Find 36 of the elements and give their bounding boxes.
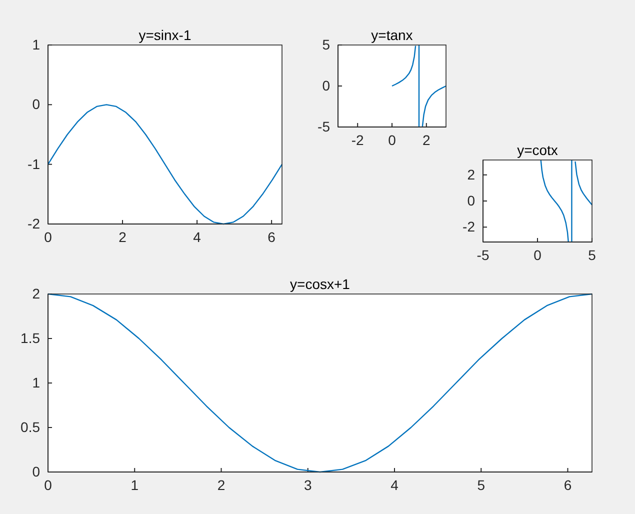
x-tick-label: 0 bbox=[534, 246, 542, 263]
y-tick-label: -2 bbox=[28, 215, 40, 232]
x-tick-label: 5 bbox=[588, 246, 596, 263]
y-tick-label: 5 bbox=[322, 36, 330, 52]
x-tick-label: 6 bbox=[268, 228, 276, 245]
x-tick-label: 3 bbox=[304, 476, 312, 493]
y-tick-label: 2 bbox=[467, 166, 476, 182]
chart-title: y=tanx bbox=[371, 27, 413, 43]
line-series bbox=[47, 293, 593, 473]
y-tick-label: 2 bbox=[32, 285, 40, 302]
x-tick-label: 4 bbox=[193, 228, 202, 245]
y-tick-label: -1 bbox=[28, 156, 40, 172]
x-tick-label: 1 bbox=[130, 476, 139, 493]
x-tick-label: 0 bbox=[388, 132, 396, 148]
y-tick-label: 0 bbox=[322, 77, 330, 94]
y-tick-label: 0 bbox=[32, 463, 40, 480]
x-tick-label: 4 bbox=[390, 476, 399, 493]
y-tick-label: -5 bbox=[318, 118, 330, 134]
y-tick-label: 1.5 bbox=[20, 330, 40, 346]
y-tick-label: 0 bbox=[32, 96, 40, 112]
y-tick-label: 1 bbox=[32, 374, 40, 390]
y-tick-label: 0.5 bbox=[20, 418, 40, 435]
chart-title: y=sinx-1 bbox=[138, 27, 192, 43]
x-tick-label: 0 bbox=[44, 228, 52, 245]
x-tick-label: 2 bbox=[118, 228, 127, 245]
chart-title: y=cosx+1 bbox=[290, 276, 350, 292]
x-tick-label: 2 bbox=[422, 132, 430, 148]
x-tick-label: 6 bbox=[564, 476, 572, 493]
x-tick-label: -2 bbox=[351, 132, 364, 148]
x-tick-label: 2 bbox=[217, 476, 226, 493]
y-tick-label: 0 bbox=[467, 192, 476, 208]
x-tick-label: 5 bbox=[477, 476, 486, 493]
x-tick-label: 0 bbox=[44, 476, 52, 493]
y-tick-label: -2 bbox=[462, 218, 476, 235]
chart-title: y=cotx bbox=[517, 142, 558, 158]
y-tick-label: 1 bbox=[32, 36, 40, 52]
